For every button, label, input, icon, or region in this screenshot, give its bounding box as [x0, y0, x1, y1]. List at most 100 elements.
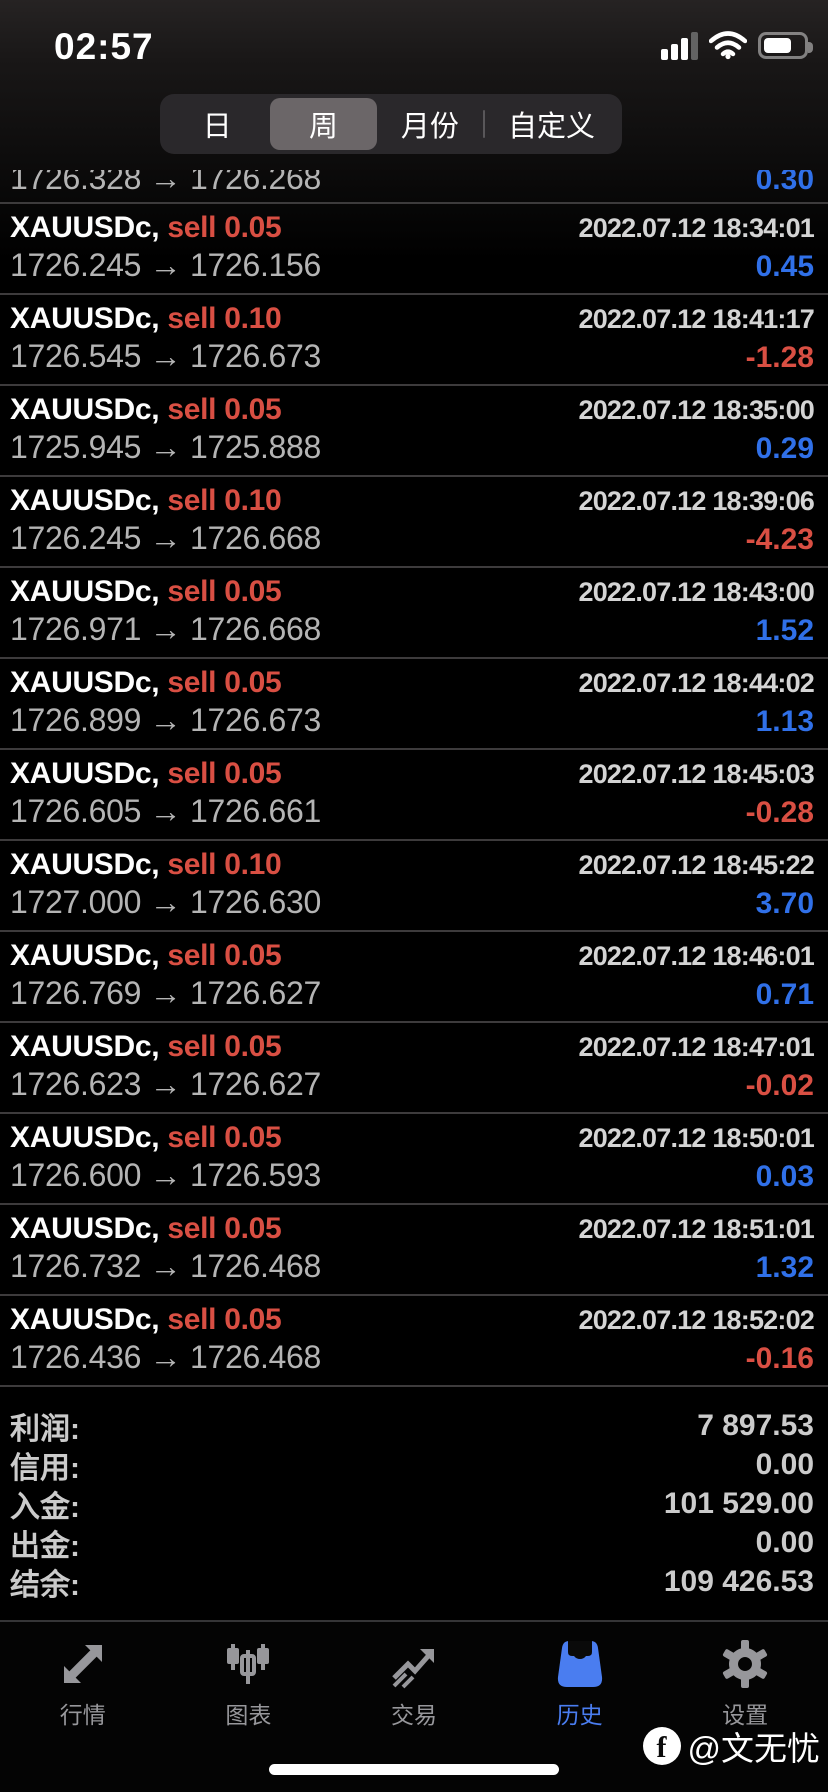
trade-row-detail: 1726.436 → 1726.468 -0.16: [10, 1339, 814, 1376]
trade-side: sell 0.05: [167, 575, 282, 608]
trade-timestamp: 2022.07.12 18:47:01: [578, 1032, 814, 1062]
trade-row[interactable]: XAUUSDc, sell 0.05 2022.07.12 18:34:01 172…: [0, 204, 828, 295]
trade-symbol: XAUUSDc, sell 0.05: [10, 1121, 282, 1155]
symbol-text: XAUUSDc,: [10, 1212, 168, 1245]
cellular-signal-icon: [661, 30, 698, 60]
period-tab-4[interactable]: 自定义: [485, 98, 618, 150]
settings-icon: [717, 1636, 773, 1692]
summary-value: 0.00: [755, 1525, 814, 1559]
trade-side: sell 0.05: [167, 1030, 282, 1063]
summary-value: 101 529.00: [663, 1486, 814, 1520]
tab-label: 图表: [225, 1702, 272, 1728]
trade-row-header: XAUUSDc, sell 0.05 2022.07.12 18:46:01: [10, 939, 815, 973]
trade-timestamp: 2022.07.12 18:51:01: [578, 1214, 814, 1244]
trade-profit: -0.16: [745, 1342, 814, 1375]
trade-row-header: XAUUSDc, sell 0.05 2022.07.12 18:45:03: [10, 757, 815, 791]
trade-row[interactable]: XAUUSDc, sell 0.05 2022.07.12 18:43:00 172…: [0, 568, 828, 659]
symbol-text: XAUUSDc,: [10, 211, 168, 244]
status-icons: [661, 30, 813, 60]
tab-label: 行情: [59, 1702, 106, 1728]
tab-settings[interactable]: 设置: [662, 1622, 828, 1792]
period-tab-2[interactable]: 周: [270, 98, 377, 150]
history-icon: [552, 1636, 608, 1692]
trade-icon: [386, 1636, 442, 1692]
trade-prices: 1726.769 → 1726.627: [10, 975, 322, 1011]
trade-row[interactable]: XAUUSDc, sell 0.05 2022.07.12 18:52:02 172…: [0, 1296, 828, 1387]
symbol-text: XAUUSDc,: [10, 575, 168, 608]
trade-profit: -0.02: [745, 1069, 814, 1102]
trade-profit: 0.29: [755, 432, 814, 465]
trade-row[interactable]: XAUUSDc, sell 0.05 2022.07.12 18:51:01 172…: [0, 1205, 828, 1296]
row-divider: [0, 202, 828, 204]
trade-row[interactable]: XAUUSDc, sell 0.05 2022.07.12 18:45:03 172…: [0, 750, 828, 841]
trade-row-header: XAUUSDc, sell 0.05 2022.07.12 18:51:01: [10, 1212, 815, 1246]
history-summary: 利润: 7 897.53 信用: 0.00 入金: 101 529.00 出金: 0.00 结余…: [0, 1396, 828, 1602]
tab-quotes[interactable]: 行情: [0, 1622, 166, 1792]
trade-row-detail: 1726.545 → 1726.673 -1.28: [10, 338, 814, 375]
trade-timestamp: 2022.07.12 18:34:01: [578, 213, 814, 243]
trade-prices: 1725.945 → 1725.888: [10, 429, 322, 465]
symbol-text: XAUUSDc,: [10, 666, 168, 699]
trade-profit: -1.28: [745, 341, 814, 374]
trade-row[interactable]: XAUUSDc, sell 0.05 2022.07.12 18:44:02 172…: [0, 659, 828, 750]
tab-history[interactable]: 历史: [497, 1622, 663, 1792]
tab-charts[interactable]: 图表: [166, 1622, 332, 1792]
trade-timestamp: 2022.07.12 18:45:22: [578, 850, 814, 880]
trade-row-detail: 1726.245 → 1726.156 0.45: [10, 247, 814, 284]
summary-row: 出金: 0.00: [10, 1523, 814, 1563]
symbol-text: XAUUSDc,: [10, 939, 168, 972]
trade-side: sell 0.05: [167, 393, 282, 426]
trade-profit: -4.23: [745, 523, 814, 556]
segment-divider: [483, 110, 486, 138]
trade-timestamp: 2022.07.12 18:44:02: [578, 668, 814, 698]
trade-row-partial[interactable]: 1726.328 → 1726.268 0.30: [0, 170, 828, 202]
trade-side: sell 0.10: [167, 302, 282, 335]
summary-label: 结余:: [10, 1568, 80, 1602]
symbol-text: XAUUSDc,: [10, 302, 168, 335]
trade-row[interactable]: XAUUSDc, sell 0.10 2022.07.12 18:39:06 172…: [0, 477, 828, 568]
trade-history-list[interactable]: 1726.328 → 1726.268 0.30 XAUUSDc, sell 0…: [0, 170, 828, 1396]
symbol-text: XAUUSDc,: [10, 848, 168, 881]
trade-prices: 1726.605 → 1726.661: [10, 793, 322, 829]
trade-row[interactable]: XAUUSDc, sell 0.10 2022.07.12 18:41:17 172…: [0, 295, 828, 386]
wifi-icon: [709, 31, 747, 60]
trade-side: sell 0.10: [167, 484, 282, 517]
trade-row-header: XAUUSDc, sell 0.05 2022.07.12 18:35:00: [10, 393, 815, 427]
trade-row-header: XAUUSDc, sell 0.05 2022.07.12 18:50:01: [10, 1121, 815, 1155]
trade-row-header: XAUUSDc, sell 0.10 2022.07.12 18:39:06: [10, 484, 815, 518]
symbol-text: XAUUSDc,: [10, 1121, 168, 1154]
summary-label: 利润:: [10, 1412, 80, 1446]
trade-prices: 1726.623 → 1726.627: [10, 1066, 322, 1102]
trade-row-detail: 1726.245 → 1726.668 -4.23: [10, 520, 814, 557]
tab-trade[interactable]: 交易: [331, 1622, 497, 1792]
trade-row[interactable]: XAUUSDc, sell 0.05 2022.07.12 18:47:01 172…: [0, 1023, 828, 1114]
trade-symbol: XAUUSDc, sell 0.05: [10, 211, 282, 245]
trade-prices: 1726.971 → 1726.668: [10, 611, 322, 647]
period-tab-1[interactable]: 日: [164, 98, 270, 150]
trade-timestamp: 2022.07.12 18:43:00: [578, 577, 814, 607]
trade-row[interactable]: XAUUSDc, sell 0.05 2022.07.12 18:35:00 172…: [0, 386, 828, 477]
trade-row[interactable]: XAUUSDc, sell 0.10 2022.07.12 18:45:22 172…: [0, 841, 828, 932]
trade-side: sell 0.05: [167, 1212, 282, 1245]
quotes-icon: [55, 1636, 111, 1692]
status-time: 02:57: [54, 26, 154, 67]
trade-profit: 3.70: [755, 887, 814, 920]
period-tab-3[interactable]: 月份: [377, 98, 483, 150]
trade-symbol: XAUUSDc, sell 0.10: [10, 302, 282, 336]
summary-label: 入金:: [10, 1490, 80, 1524]
bottom-tab-bar: 行情 图表 交易 历史 设置: [0, 1620, 828, 1792]
trade-side: sell 0.05: [167, 757, 282, 790]
summary-value: 109 426.53: [663, 1564, 814, 1598]
symbol-text: XAUUSDc,: [10, 757, 168, 790]
trade-row-detail: 1726.623 → 1726.627 -0.02: [10, 1066, 814, 1103]
trade-row-detail: 1725.945 → 1725.888 0.29: [10, 429, 814, 466]
trade-profit: 1.32: [755, 1251, 814, 1284]
home-indicator[interactable]: [269, 1764, 559, 1775]
watermark-handle: @文无忧: [687, 1730, 821, 1767]
tab-label: 设置: [722, 1702, 769, 1728]
trade-row[interactable]: XAUUSDc, sell 0.05 2022.07.12 18:50:01 172…: [0, 1114, 828, 1205]
trade-row[interactable]: XAUUSDc, sell 0.05 2022.07.12 18:46:01 172…: [0, 932, 828, 1023]
trade-row-detail: 1726.769 → 1726.627 0.71: [10, 975, 814, 1012]
trade-symbol: XAUUSDc, sell 0.05: [10, 1030, 282, 1064]
trade-row-detail: 1726.605 → 1726.661 -0.28: [10, 793, 814, 830]
